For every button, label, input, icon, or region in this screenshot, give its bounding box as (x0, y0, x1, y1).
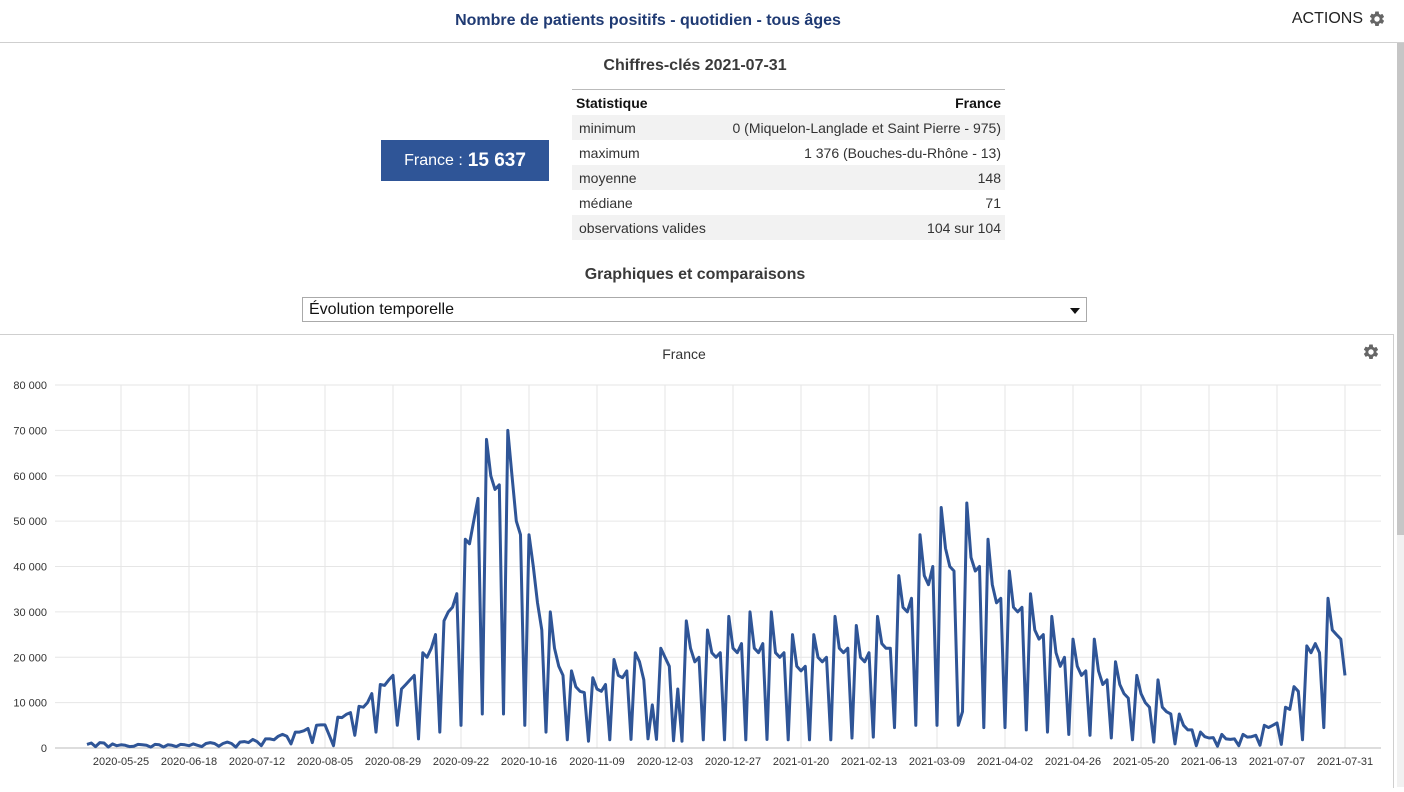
table-row: médiane 71 (572, 190, 1005, 215)
stat-label: maximum (579, 144, 640, 161)
y-tick-label: 30 000 (13, 607, 47, 619)
y-tick-label: 10 000 (13, 698, 47, 710)
x-tick-label: 2021-07-07 (1249, 756, 1305, 768)
actions-button[interactable]: ACTIONS (1292, 10, 1386, 28)
dropdown-arrow-icon (1070, 308, 1080, 314)
x-tick-label: 2020-06-18 (161, 756, 217, 768)
chart-gear-icon[interactable] (1362, 343, 1380, 361)
chart-series (86, 428, 1347, 749)
y-axis: 0 10 000 20 000 30 000 40 000 50 000 60 000 70 … (13, 380, 47, 755)
x-axis: 2020-05-25 2020-06-18 2020-07-12 2020-08-05… (55, 747, 1381, 768)
x-tick-label: 2020-09-22 (433, 756, 489, 768)
stats-col-france: France (715, 89, 1005, 115)
x-tick-label: 2020-11-09 (569, 756, 624, 768)
top-bar: Nombre de patients positifs - quotidien … (0, 0, 1404, 43)
stat-value: 1 376 (Bouches-du-Rhône - 13) (804, 144, 1001, 161)
y-tick-label: 0 (41, 743, 47, 755)
x-tick-label: 2020-10-16 (501, 756, 557, 768)
y-tick-label: 70 000 (13, 425, 47, 437)
stat-label: minimum (572, 115, 716, 140)
y-tick-label: 20 000 (13, 652, 47, 664)
x-tick-label: 2021-02-13 (841, 756, 897, 768)
chart-title: France (662, 346, 706, 362)
x-tick-label: 2021-07-31 (1317, 756, 1373, 768)
table-row: minimum 0 (Miquelon-Langlade et Saint Pi… (572, 115, 1005, 140)
stat-label: médiane (579, 194, 633, 211)
table-row: maximum 1 376 (Bouches-du-Rhône - 13) (572, 140, 1005, 165)
x-tick-label: 2021-04-26 (1045, 756, 1101, 768)
table-row: observations valides 104 sur 104 (572, 215, 1005, 240)
france-total-value: 15 637 (467, 149, 526, 171)
actions-label: ACTIONS (1291, 10, 1363, 27)
x-tick-label: 2021-06-13 (1181, 756, 1237, 768)
x-tick-label: 2020-05-25 (93, 756, 149, 768)
x-tick-label: 2020-08-05 (297, 756, 353, 768)
stats-header-row: Statistique France (572, 89, 1005, 115)
x-tick-label: 2020-07-12 (229, 756, 285, 768)
chart-panel: France 0 10 000 20 000 30 000 40 000 50 000 60… (0, 334, 1394, 788)
stat-value: 71 (985, 194, 1001, 211)
graphs-section-title: Graphiques et comparaisons (584, 266, 806, 283)
stats-col-stat: Statistique (572, 89, 716, 115)
vertical-scrollbar[interactable] (1397, 43, 1404, 787)
france-total-badge: France : 15 637 (381, 140, 549, 181)
stat-value: 148 (715, 165, 1005, 190)
y-tick-label: 50 000 (13, 516, 47, 528)
y-tick-label: 60 000 (13, 471, 47, 483)
chart-grid (55, 384, 1381, 749)
table-row: moyenne 148 (572, 165, 1005, 190)
series-line-france (86, 428, 1347, 749)
stat-value: 0 (Miquelon-Langlade et Saint Pierre - 9… (715, 115, 1005, 140)
stats-table: Statistique France minimum 0 (Miquelon-L… (572, 89, 1005, 240)
graph-type-select[interactable]: Évolution temporelle (302, 297, 1087, 322)
page-title: Nombre de patients positifs - quotidien … (455, 12, 841, 29)
x-tick-label: 2020-08-29 (365, 756, 421, 768)
y-tick-label: 80 000 (13, 380, 47, 392)
x-tick-label: 2021-01-20 (773, 756, 829, 768)
x-tick-label: 2020-12-27 (705, 756, 761, 768)
x-tick-label: 2021-04-02 (977, 756, 1033, 768)
graph-type-value: Évolution temporelle (309, 300, 454, 318)
x-tick-label: 2020-12-03 (637, 756, 693, 768)
x-tick-label: 2021-05-20 (1113, 756, 1169, 768)
stat-value: 104 sur 104 (715, 215, 1005, 240)
line-chart: France 0 10 000 20 000 30 000 40 000 50 000 60… (13, 346, 1381, 768)
stat-label: moyenne (572, 165, 716, 190)
y-tick-label: 40 000 (13, 562, 47, 574)
key-figures-title: Chiffres-clés 2021-07-31 (603, 57, 787, 74)
france-total-label: France : (404, 151, 463, 169)
scrollbar-thumb[interactable] (1397, 43, 1404, 535)
gear-icon (1369, 11, 1385, 26)
stat-label: observations valides (572, 215, 716, 240)
x-tick-label: 2021-03-09 (909, 756, 965, 768)
